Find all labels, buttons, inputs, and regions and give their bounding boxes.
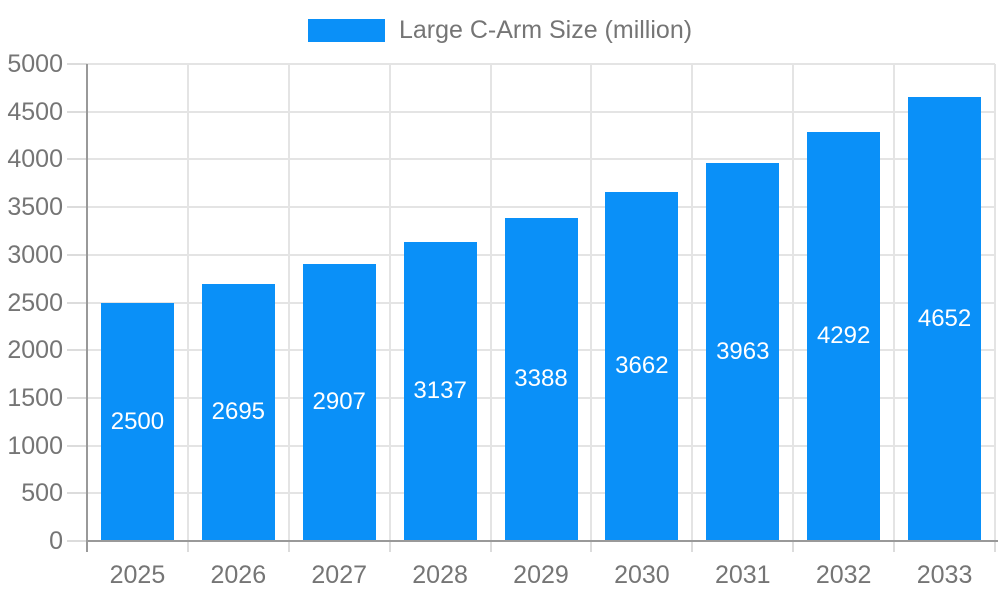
y-axis-tick (67, 301, 87, 304)
gridline-vertical (590, 64, 593, 541)
x-tick-label: 2027 (311, 561, 368, 589)
legend-swatch (307, 19, 385, 42)
gridline-horizontal (87, 158, 995, 161)
x-tick-label: 2033 (916, 561, 973, 589)
gridline-vertical (489, 64, 492, 541)
y-axis-tick (67, 540, 87, 542)
x-axis-tick (691, 541, 694, 552)
bar-value-label: 2500 (110, 407, 165, 435)
x-axis-tick (287, 541, 290, 552)
x-axis-tick (792, 541, 795, 552)
bar-value-label: 2907 (312, 388, 366, 416)
gridline-vertical (388, 64, 391, 541)
bar[interactable]: 4292 (807, 131, 881, 541)
bar-value-label: 3662 (615, 352, 669, 380)
bar[interactable]: 3662 (605, 191, 679, 541)
x-axis-tick (489, 541, 492, 552)
y-tick-label: 0 (49, 527, 63, 555)
y-axis-tick (67, 444, 87, 447)
gridline-vertical (691, 64, 694, 541)
y-axis-tick (67, 492, 87, 495)
y-axis-tick (67, 253, 87, 256)
bar-value-label: 3137 (413, 377, 467, 405)
bar[interactable]: 3388 (504, 217, 578, 541)
x-tick-label: 2029 (513, 561, 569, 589)
x-tick-label: 2032 (815, 561, 872, 589)
x-tick-label: 2026 (210, 561, 267, 589)
bar[interactable]: 3137 (403, 241, 477, 541)
gridline-vertical (792, 64, 795, 541)
bar-value-label: 2695 (211, 398, 266, 426)
x-tick-label: 2028 (412, 561, 468, 589)
gridline-horizontal (87, 63, 995, 65)
gridline-horizontal (87, 110, 995, 113)
y-tick-label: 4500 (7, 97, 63, 126)
x-tick-label: 2025 (109, 561, 166, 589)
y-tick-label: 500 (21, 479, 63, 508)
bar[interactable]: 3963 (706, 162, 780, 541)
x-tick-label: 2030 (614, 561, 670, 589)
y-tick-label: 2500 (7, 288, 63, 317)
bar[interactable]: 2907 (302, 263, 376, 541)
y-axis-tick (67, 158, 87, 161)
x-axis-tick (994, 541, 996, 552)
x-tick-label: 2031 (714, 561, 771, 589)
x-axis-tick (186, 541, 189, 552)
chart-legend[interactable]: Large C-Arm Size (million) (0, 16, 1000, 45)
bar[interactable]: 2500 (100, 302, 174, 541)
x-axis-tick (590, 541, 593, 552)
gridline-vertical (186, 64, 189, 541)
gridline-horizontal (87, 206, 995, 209)
bar-value-label: 4652 (917, 305, 972, 333)
x-axis-tick (893, 541, 896, 552)
y-tick-label: 1000 (7, 431, 63, 460)
legend-label: Large C-Arm Size (million) (398, 16, 693, 44)
bar[interactable]: 2695 (201, 283, 275, 541)
y-axis-tick (67, 396, 87, 399)
y-tick-label: 1500 (7, 383, 63, 412)
x-axis-line (86, 540, 998, 542)
bar[interactable]: 4652 (908, 97, 982, 541)
bar-value-label: 3963 (716, 337, 770, 365)
y-axis-tick (67, 63, 87, 65)
y-tick-label: 4000 (7, 145, 63, 174)
y-axis-tick (67, 110, 87, 113)
y-axis-tick (67, 206, 87, 209)
y-tick-label: 5000 (7, 50, 63, 78)
bar-value-label: 4292 (816, 322, 871, 350)
y-tick-label: 2000 (7, 336, 63, 365)
x-axis-tick (388, 541, 391, 552)
y-axis-tick (67, 349, 87, 352)
gridline-vertical (994, 64, 996, 541)
bar-value-label: 3388 (514, 365, 568, 393)
y-tick-label: 3000 (7, 240, 63, 269)
gridline-vertical (893, 64, 896, 541)
y-axis-line (86, 64, 88, 552)
gridline-vertical (287, 64, 290, 541)
y-tick-label: 3500 (7, 193, 63, 222)
